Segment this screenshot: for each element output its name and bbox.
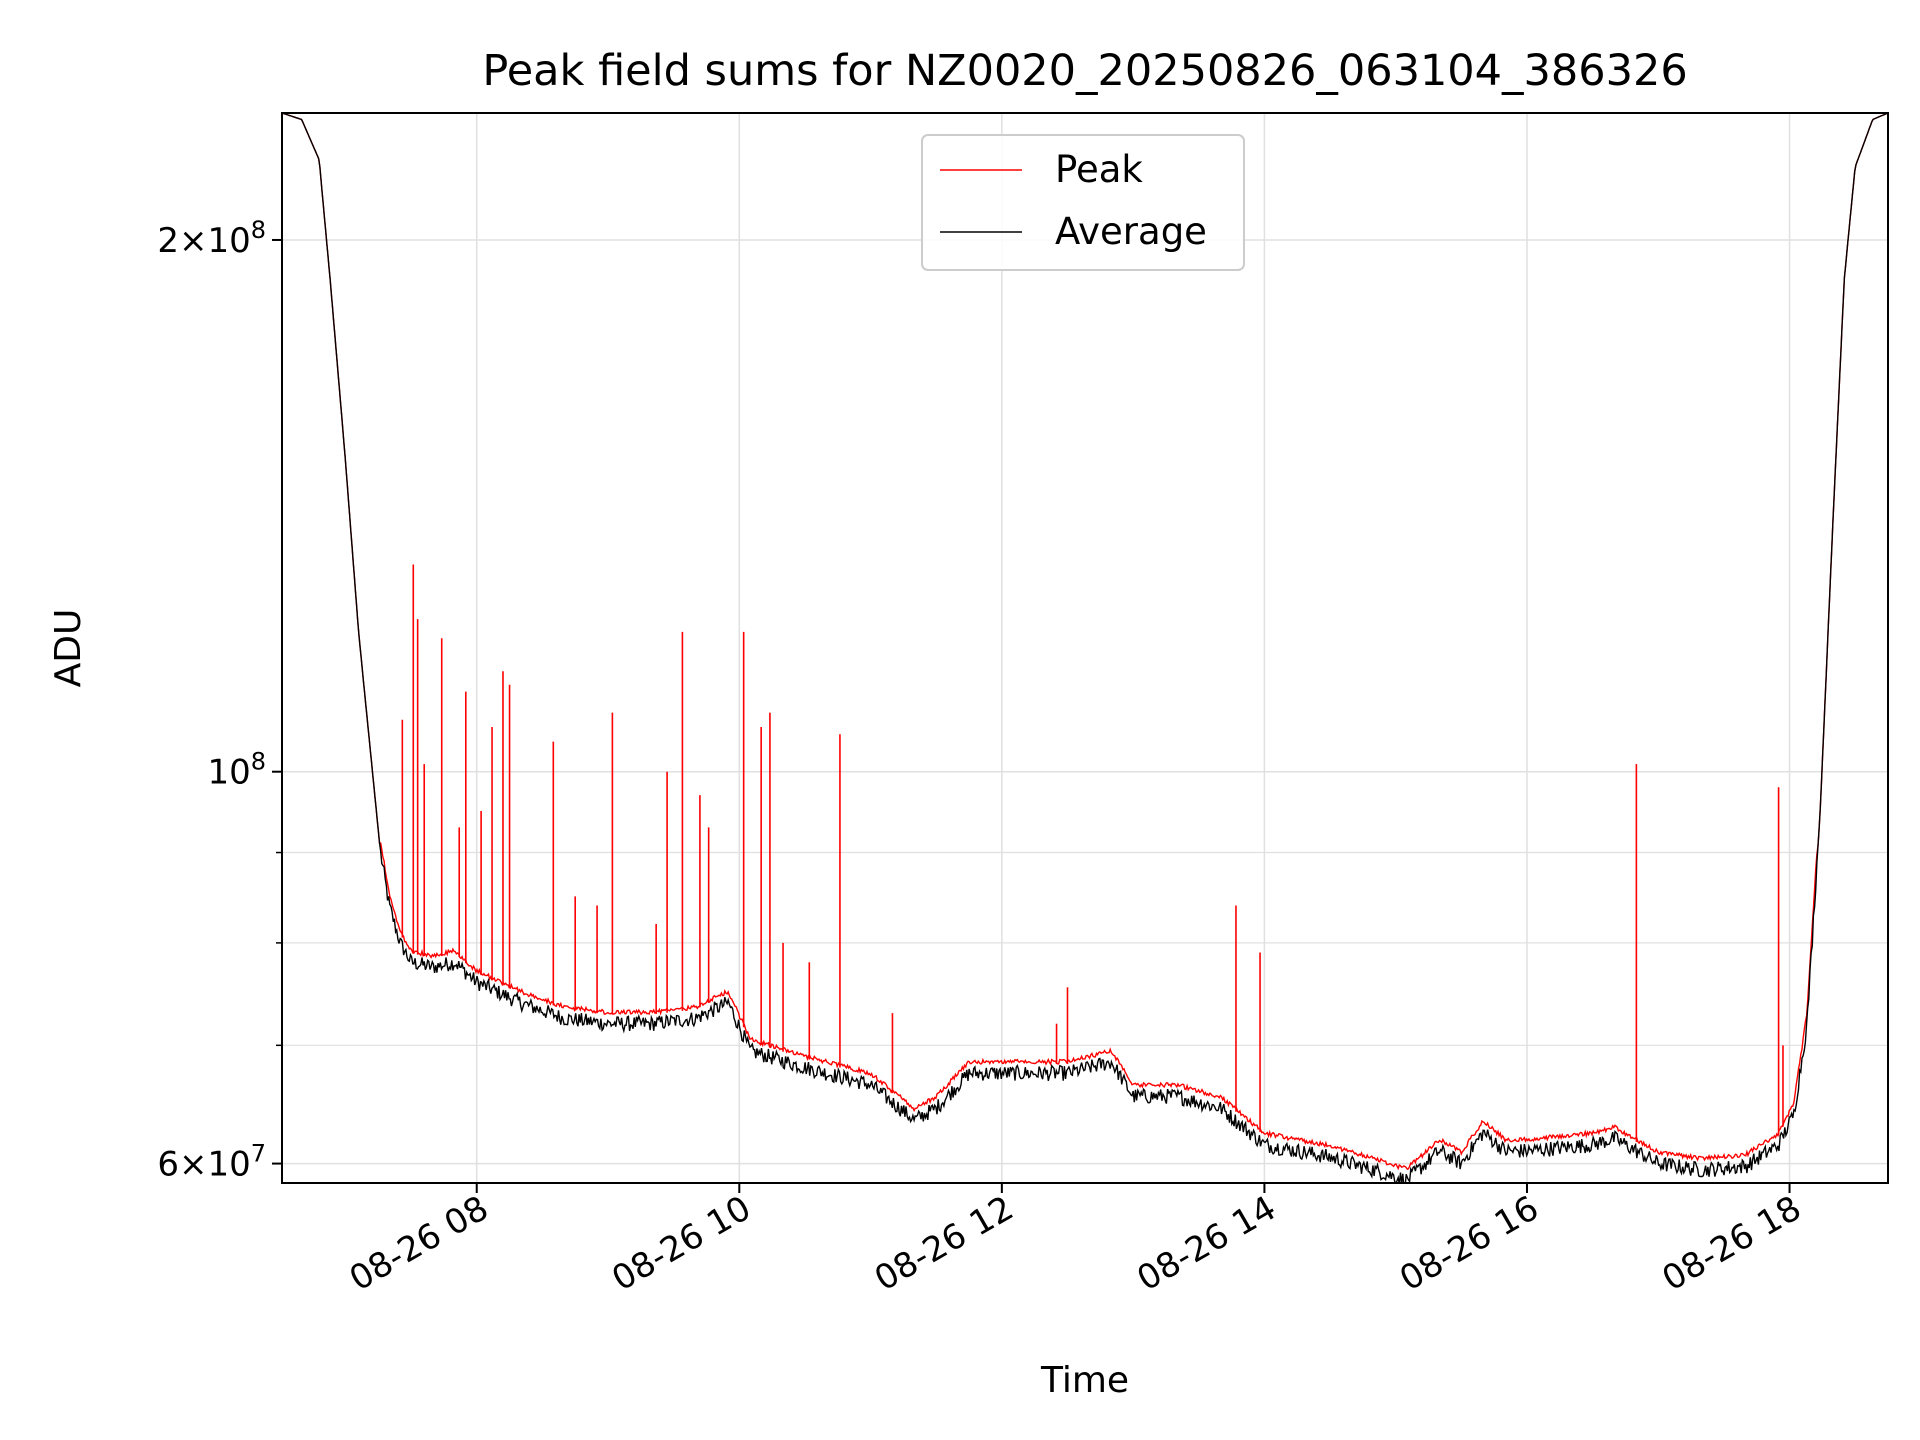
grid-lines bbox=[282, 113, 1888, 1183]
y-axis: 6×107 108 2×108 bbox=[157, 216, 282, 1185]
chart-title: Peak field sums for NZ0020_20250826_0631… bbox=[482, 46, 1687, 96]
legend: Peak Average bbox=[921, 134, 1245, 271]
average-series-line bbox=[282, 113, 1888, 1183]
data-series bbox=[282, 113, 1888, 1183]
y-tick-label: 6×107 bbox=[157, 1140, 266, 1185]
x-axis-title: Time bbox=[1040, 1360, 1129, 1401]
y-axis-title: ADU bbox=[48, 609, 89, 688]
y-tick-label: 2×108 bbox=[157, 216, 266, 261]
peak-series-line bbox=[282, 113, 1888, 1171]
plot-frame bbox=[281, 112, 1889, 1184]
y-tick-label: 108 bbox=[207, 748, 266, 793]
legend-box bbox=[921, 134, 1245, 271]
legend-peak-label: Peak bbox=[1055, 148, 1143, 191]
legend-average-label: Average bbox=[1055, 210, 1207, 253]
